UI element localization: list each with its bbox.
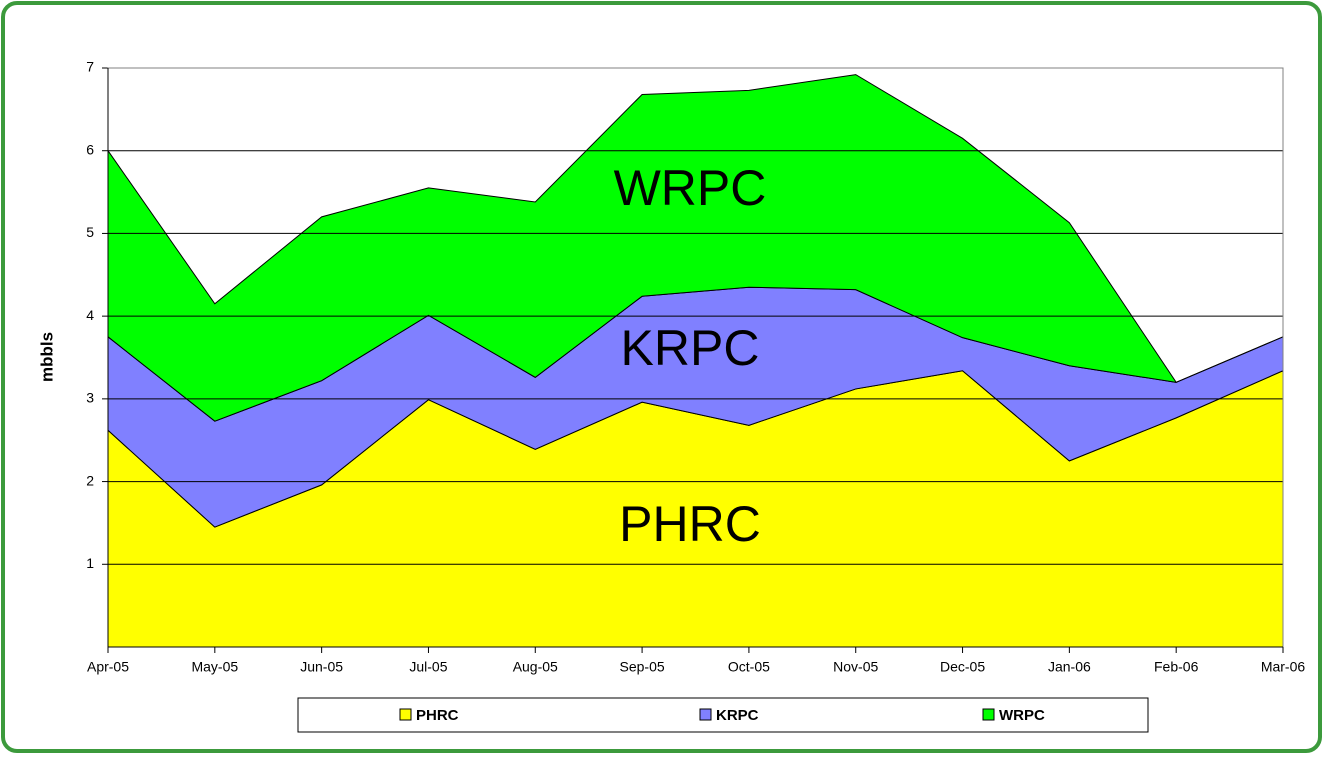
x-tick-label: Jun-05 <box>300 659 343 675</box>
legend-label: PHRC <box>416 707 459 724</box>
y-tick-label: 4 <box>86 307 94 323</box>
y-tick-label: 3 <box>86 390 94 406</box>
legend-swatch <box>982 708 995 721</box>
legend-swatch <box>699 708 712 721</box>
y-tick-label: 6 <box>86 141 94 157</box>
x-tick-label: Feb-06 <box>1154 659 1199 675</box>
legend <box>297 697 1149 733</box>
y-tick-label: 7 <box>86 59 94 75</box>
x-tick-label: Mar-06 <box>1261 659 1306 675</box>
x-tick-label: May-05 <box>191 659 238 675</box>
x-tick-label: Apr-05 <box>87 659 129 675</box>
legend-label: WRPC <box>999 707 1045 724</box>
y-axis-label: mbbls <box>37 332 56 382</box>
y-tick-label: 1 <box>86 555 94 571</box>
legend-label: KRPC <box>716 707 759 724</box>
area <box>107 74 1284 422</box>
annotation: KRPC <box>621 320 760 376</box>
x-tick-label: Jul-05 <box>409 659 447 675</box>
x-tick-label: Dec-05 <box>940 659 985 675</box>
x-tick-label: Aug-05 <box>513 659 558 675</box>
x-tick-label: Jan-06 <box>1048 659 1091 675</box>
x-tick-label: Oct-05 <box>728 659 770 675</box>
annotation: PHRC <box>619 496 761 552</box>
annotation: WRPC <box>614 160 767 216</box>
legend-swatch <box>399 708 412 721</box>
x-tick-label: Sep-05 <box>620 659 665 675</box>
y-tick-label: 5 <box>86 224 94 240</box>
y-tick-label: 2 <box>86 472 94 488</box>
x-tick-label: Nov-05 <box>833 659 878 675</box>
